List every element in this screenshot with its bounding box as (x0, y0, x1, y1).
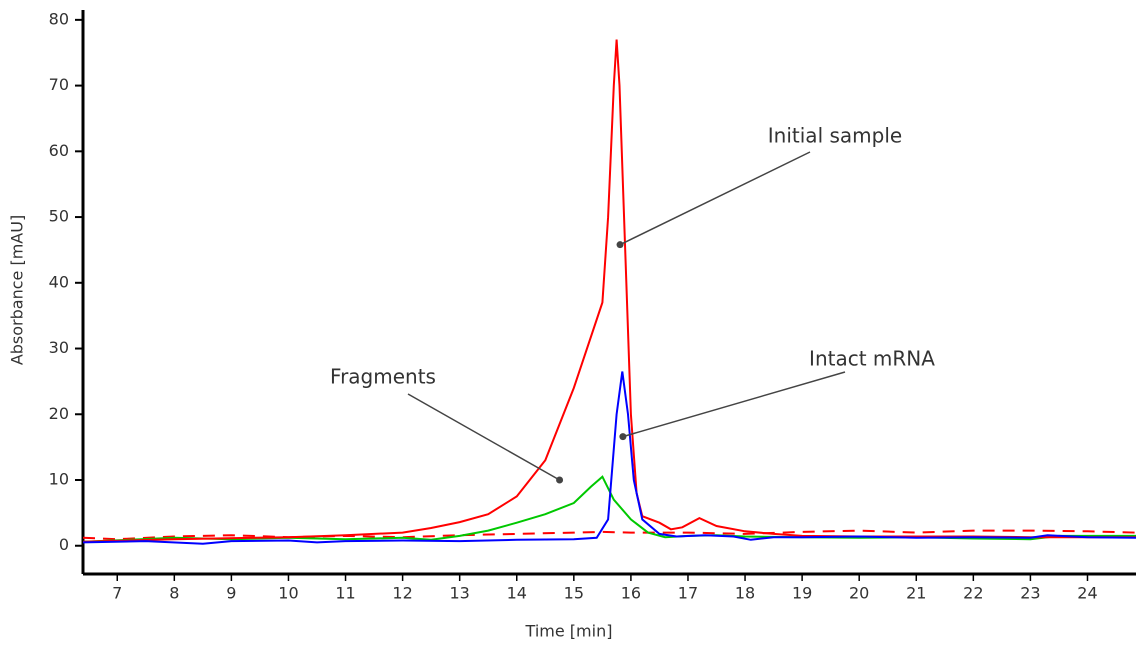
x-tick-label: 13 (450, 584, 470, 603)
x-tick-label: 15 (564, 584, 584, 603)
x-tick-label: 9 (226, 584, 236, 603)
x-tick-label: 19 (792, 584, 812, 603)
annotation-point (619, 433, 627, 441)
series-line (82, 529, 1136, 541)
y-tick-label: 30 (49, 338, 69, 357)
x-tick-label: 16 (621, 584, 641, 603)
x-tick-label: 18 (735, 584, 755, 603)
x-tick-label: 20 (849, 584, 869, 603)
y-tick-label: 40 (49, 272, 69, 291)
y-tick-label: 50 (49, 207, 69, 226)
x-tick-label: 17 (678, 584, 698, 603)
annotation-leader (622, 371, 846, 438)
annotation-leader (407, 393, 560, 481)
x-tick-label: 11 (335, 584, 355, 603)
annotation-leader (619, 151, 811, 246)
y-tick-label: 0 (59, 535, 69, 554)
x-tick-label: 10 (278, 584, 298, 603)
y-tick-label: 80 (49, 9, 69, 28)
annotation-point (616, 241, 624, 249)
series-line (82, 371, 1136, 545)
x-tick-label: 22 (963, 584, 983, 603)
x-tick-label: 14 (507, 584, 527, 603)
annotation-text: Initial sample (768, 124, 902, 148)
series-line (82, 39, 1136, 543)
annotation-text: Intact mRNA (809, 347, 935, 371)
x-tick-label: 7 (112, 584, 122, 603)
y-tick-label: 70 (49, 75, 69, 94)
y-tick-label: 60 (49, 141, 69, 160)
x-axis-label: Time [min] (525, 622, 613, 641)
x-tick-label: 8 (169, 584, 179, 603)
x-tick-label: 23 (1020, 584, 1040, 603)
y-axis-label: Absorbance [mAU] (8, 215, 27, 365)
y-tick-label: 20 (49, 404, 69, 423)
x-tick-label: 12 (392, 584, 412, 603)
x-tick-label: 21 (906, 584, 926, 603)
x-tick-label: 24 (1077, 584, 1097, 603)
y-tick-label: 10 (49, 470, 69, 489)
annotation-text: Fragments (330, 365, 436, 389)
annotation-point (556, 476, 564, 484)
